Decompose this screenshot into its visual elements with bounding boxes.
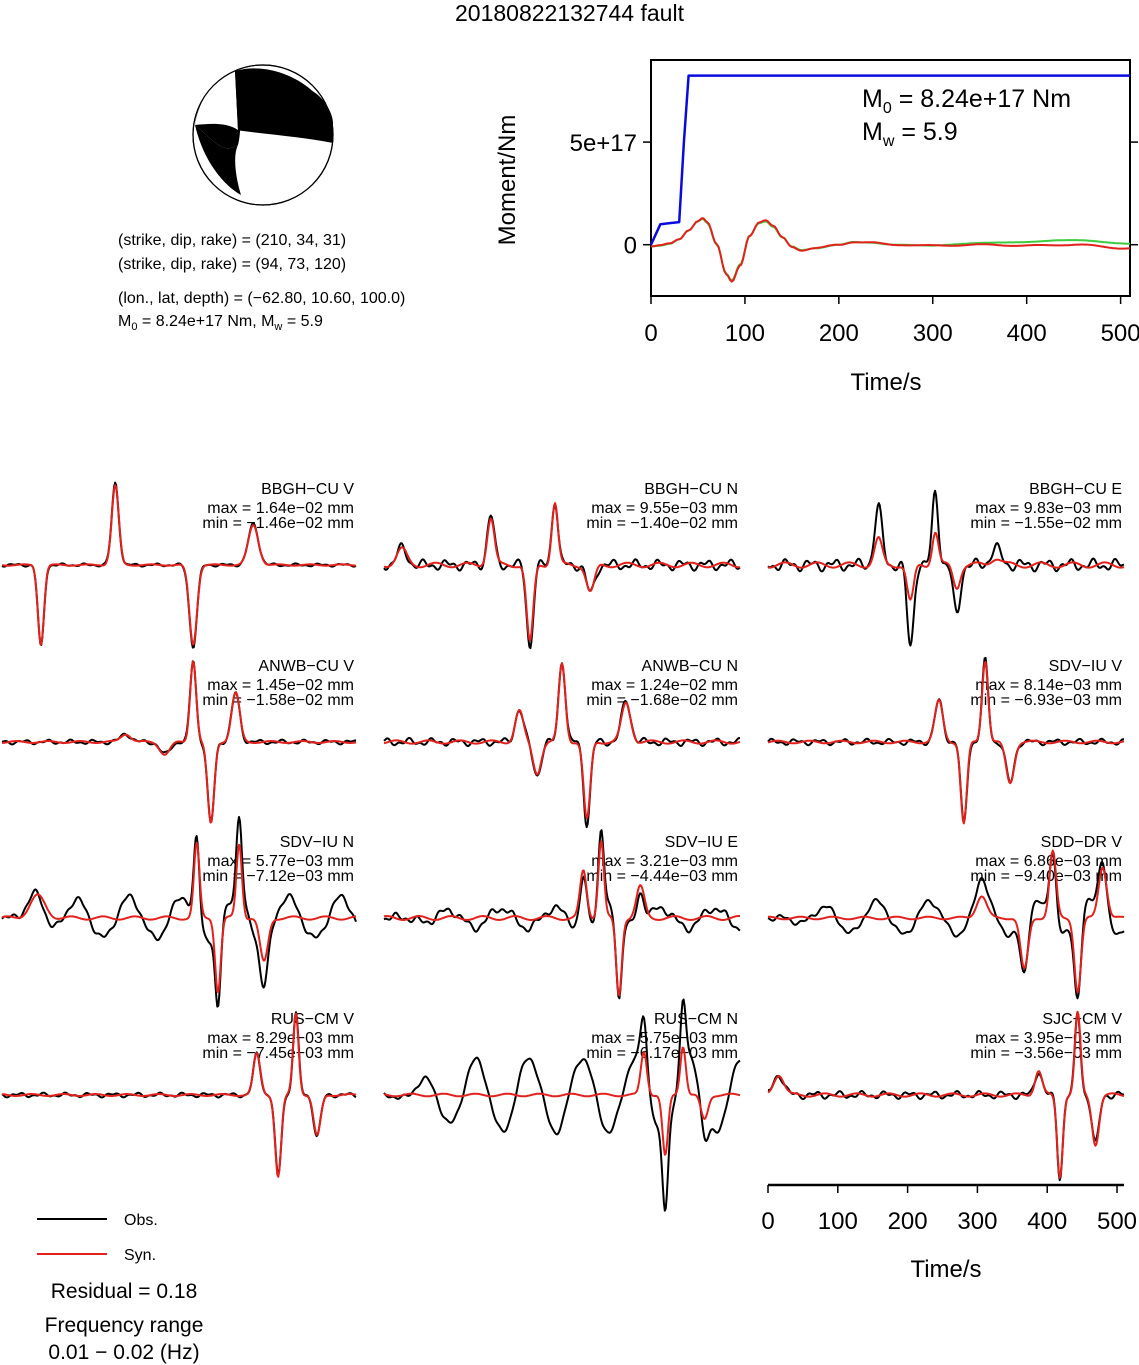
mw-text: = 5.9 [286,313,323,330]
moment-ylabel: Moment/Nm [494,114,521,246]
trace-min-label: min = −1.68e−02 mm [586,692,738,709]
observed-trace [383,829,741,1000]
observed-trace [767,851,1125,1000]
synthetic-trace [767,1010,1125,1179]
moment-xtick-label: 300 [913,320,953,347]
mw-annotation-value: = 5.9 [901,118,958,146]
trace-min-label: min = −7.45e−03 mm [202,1045,354,1062]
moment-line: M0 = 8.24e+17 Nm, Mw = 5.9 [118,313,323,334]
synthetic-trace [1,841,357,994]
trace-max-label: max = 9.55e−03 mm [591,500,738,517]
synthetic-trace [768,849,1125,994]
synthetic-trace [1,660,357,824]
wave-xtick-label: 500 [1097,1208,1137,1235]
m0-text: = 8.24e+17 Nm, M [141,313,275,330]
trace-max-label: max = 1.45e−02 mm [207,677,354,694]
station-label: SDV−IU V [1049,658,1123,675]
legend-obs-label: Obs. [124,1212,158,1229]
trace-max-label: max = 8.29e−03 mm [207,1030,354,1047]
station-label: BBGH−CU V [261,481,354,498]
wave-xtick-label: 200 [888,1208,928,1235]
trace-min-label: min = −1.58e−02 mm [202,692,354,709]
synthetic-trace [767,531,1125,601]
station-label: SDD−DR V [1041,834,1123,851]
trace-min-label: min = −7.12e−03 mm [202,868,354,885]
location-text: (lon., lat, depth) = (−62.80, 10.60, 100… [118,290,406,307]
station-label: SDV−IU E [665,834,738,851]
trace-max-label: max = 5.75e−03 mm [591,1030,738,1047]
trace-max-label: max = 3.95e−03 mm [975,1030,1122,1047]
observed-trace [1,816,357,1008]
wave-xtick-label: 400 [1027,1208,1067,1235]
plane1-text: (strike, dip, rake) = (210, 34, 31) [118,232,347,249]
trace-min-label: min = −4.44e−03 mm [586,868,738,885]
cumulative-moment-line [649,74,1130,246]
trace-min-label: min = −6.93e−03 mm [970,692,1122,709]
synthetic-trace [383,502,740,642]
moment-xtick-label: 500 [1101,320,1139,347]
moment-xtick-label: 100 [725,320,765,347]
synthetic-trace [1,1012,357,1178]
moment-ytick-label: 5e+17 [570,130,637,157]
freq-range: 0.01 − 0.02 (Hz) [48,1341,200,1364]
wave-xtick-label: 300 [957,1208,997,1235]
wave-xtick-label: 0 [761,1208,774,1235]
station-label: BBGH−CU E [1029,481,1122,498]
trace-min-label: min = −9.40e−03 mm [970,868,1122,885]
trace-max-label: max = 3.21e−03 mm [591,853,738,870]
moment-ytick-label: 0 [624,233,637,260]
freq-label: Frequency range [44,1314,204,1337]
m0-annotation: M0 = 8.24e+17 Nm [862,85,1072,117]
trace-min-label: min = −6.17e−03 mm [586,1045,738,1062]
trace-min-label: min = −1.55e−02 mm [970,515,1122,532]
beachball-icon [192,64,334,206]
moment-xtick-label: 0 [644,320,657,347]
trace-max-label: max = 5.77e−03 mm [207,853,354,870]
moment-rate-green-line [650,218,1130,282]
station-label: RUS−CM N [654,1011,738,1028]
station-label: ANWB−CU V [258,658,354,675]
trace-max-label: max = 1.64e−02 mm [207,500,354,517]
synthetic-trace [383,662,741,820]
station-label: RUS−CM V [271,1011,354,1028]
moment-rate-red-line [650,217,1131,283]
synthetic-trace [767,661,1125,825]
trace-min-label: min = −3.56e−03 mm [970,1045,1122,1062]
plane2-text: (strike, dip, rake) = (94, 73, 120) [118,256,347,273]
trace-max-label: max = 9.83e−03 mm [975,500,1122,517]
synthetic-trace [383,1046,741,1156]
moment-xtick-label: 400 [1007,320,1047,347]
moment-plot-frame [650,59,1131,297]
m0-annotation-value: = 8.24e+17 Nm [898,85,1072,113]
page-title: 20180822132744 fault [455,0,684,26]
observed-trace [383,998,741,1212]
moment-xlabel: Time/s [850,369,922,396]
station-label: BBGH−CU N [644,481,738,498]
moment-xtick-label: 200 [819,320,859,347]
trace-max-label: max = 1.24e−02 mm [591,677,738,694]
station-label: SDV−IU N [280,834,354,851]
synthetic-trace [1,484,356,646]
trace-min-label: min = −1.46e−02 mm [202,515,354,532]
wave-xtick-label: 100 [818,1208,858,1235]
wave-xlabel: Time/s [910,1256,982,1283]
station-label: ANWB−CU N [642,658,738,675]
legend-syn-label: Syn. [124,1247,157,1264]
trace-max-label: max = 8.14e−03 mm [975,677,1122,694]
residual-text: Residual = 0.18 [50,1280,198,1303]
station-label: SJC−CM V [1042,1011,1122,1028]
trace-min-label: min = −1.40e−02 mm [586,515,738,532]
mw-annotation: Mw = 5.9 [862,118,958,150]
trace-max-label: max = 6.86e−03 mm [975,853,1122,870]
synthetic-trace [383,840,741,997]
